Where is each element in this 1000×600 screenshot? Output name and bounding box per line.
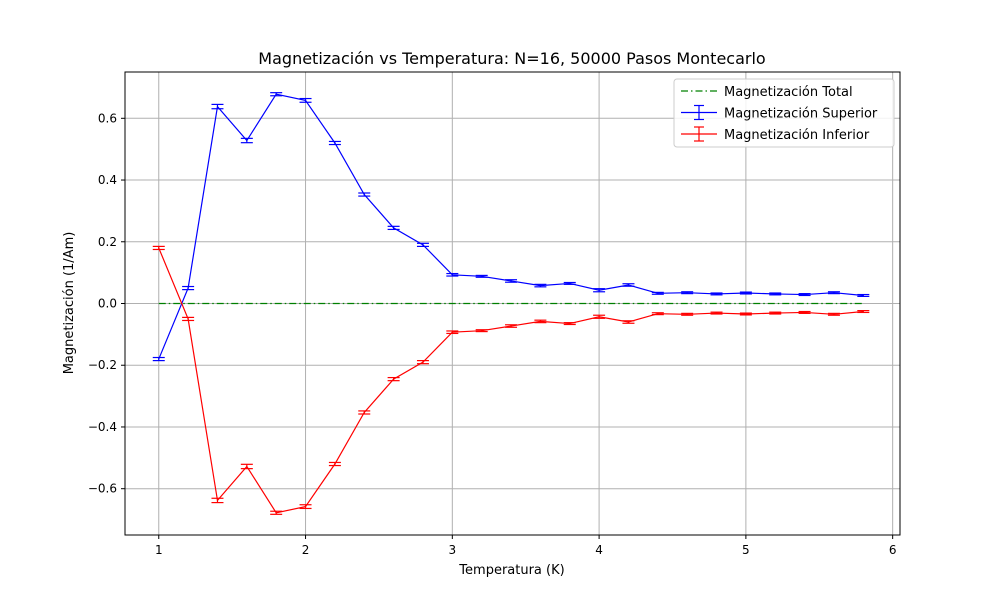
legend-box [673, 78, 895, 148]
error-bar [270, 92, 283, 97]
y-tick-label: −0.4 [88, 420, 117, 434]
error-bar [240, 137, 253, 144]
legend-label: Magnetización Total [724, 85, 853, 100]
error-bar [358, 410, 371, 415]
error-bar [534, 283, 547, 288]
error-bar [534, 319, 547, 324]
chart-title: Magnetización vs Temperatura: N=16, 5000… [258, 49, 765, 68]
error-bar [651, 291, 664, 295]
x-tick-label: 5 [742, 543, 750, 557]
error-bar [299, 504, 312, 510]
error-bar [270, 510, 283, 515]
error-bar [387, 225, 400, 231]
y-axis-label: Magnetización (1/Am) [62, 232, 77, 375]
error-bar [328, 140, 341, 146]
x-tick-label: 3 [448, 543, 456, 557]
y-axis-ticks: −0.6 −0.4 −0.2 0.0 0.2 0.4 0.6 [88, 111, 125, 496]
error-bar [475, 274, 488, 278]
error-bar [211, 103, 224, 110]
x-axis-label: Temperatura (K) [458, 563, 564, 578]
error-bar [328, 461, 341, 467]
error-bar [299, 97, 312, 103]
error-bar [387, 376, 400, 382]
y-tick-label: 0.2 [98, 235, 117, 249]
error-bar [505, 324, 518, 328]
error-bar [416, 242, 429, 247]
x-tick-label: 6 [889, 543, 897, 557]
legend-items: Magnetización Total Magnetización Superio… [681, 85, 878, 143]
error-bar [182, 316, 195, 322]
legend: Magnetización Total Magnetización Superio… [673, 78, 895, 148]
error-bar [416, 360, 429, 365]
error-bar [681, 291, 694, 295]
error-bar [769, 311, 782, 315]
y-tick-label: 0.0 [98, 297, 117, 311]
y-tick-label: −0.2 [88, 358, 117, 372]
error-bar [798, 293, 811, 297]
error-bar [622, 283, 635, 287]
x-tick-label: 2 [302, 543, 310, 557]
x-tick-label: 4 [595, 543, 603, 557]
error-bar [563, 322, 576, 326]
legend-item-2: Magnetización Inferior [681, 126, 870, 143]
legend-label: Magnetización Superior [724, 107, 878, 122]
error-bar [710, 311, 723, 315]
error-bar [681, 312, 694, 316]
y-tick-label: −0.6 [88, 482, 117, 496]
legend-label: Magnetización Inferior [724, 128, 870, 143]
error-bar [739, 312, 752, 316]
x-axis-ticks: 1 2 3 4 5 6 [155, 535, 897, 557]
error-bar [563, 281, 576, 285]
error-bar [475, 329, 488, 333]
error-bar [857, 309, 870, 314]
error-bar [857, 293, 870, 298]
error-bar [593, 314, 606, 319]
error-bar [152, 245, 165, 251]
error-bar [739, 291, 752, 295]
error-bar [827, 291, 840, 295]
error-bar [211, 497, 224, 504]
error-bar [240, 463, 253, 470]
error-bar [769, 292, 782, 296]
error-bar [651, 312, 664, 316]
error-bar [505, 279, 518, 283]
error-bar [622, 320, 635, 324]
error-bar [358, 192, 371, 197]
error-bar [446, 272, 459, 277]
error-bar [798, 310, 811, 314]
error-bar [182, 285, 195, 291]
series-layer [152, 92, 870, 515]
error-bar [593, 288, 606, 293]
series-2 [152, 245, 870, 515]
error-bar [152, 356, 165, 362]
series-1 [152, 92, 870, 362]
legend-item-0: Magnetización Total [681, 85, 853, 100]
x-tick-label: 1 [155, 543, 163, 557]
legend-item-1: Magnetización Superior [681, 104, 878, 122]
error-bar [827, 312, 840, 316]
error-bar [446, 330, 459, 335]
y-tick-label: 0.6 [98, 111, 117, 125]
error-bar [710, 292, 723, 296]
y-tick-label: 0.4 [98, 173, 117, 187]
